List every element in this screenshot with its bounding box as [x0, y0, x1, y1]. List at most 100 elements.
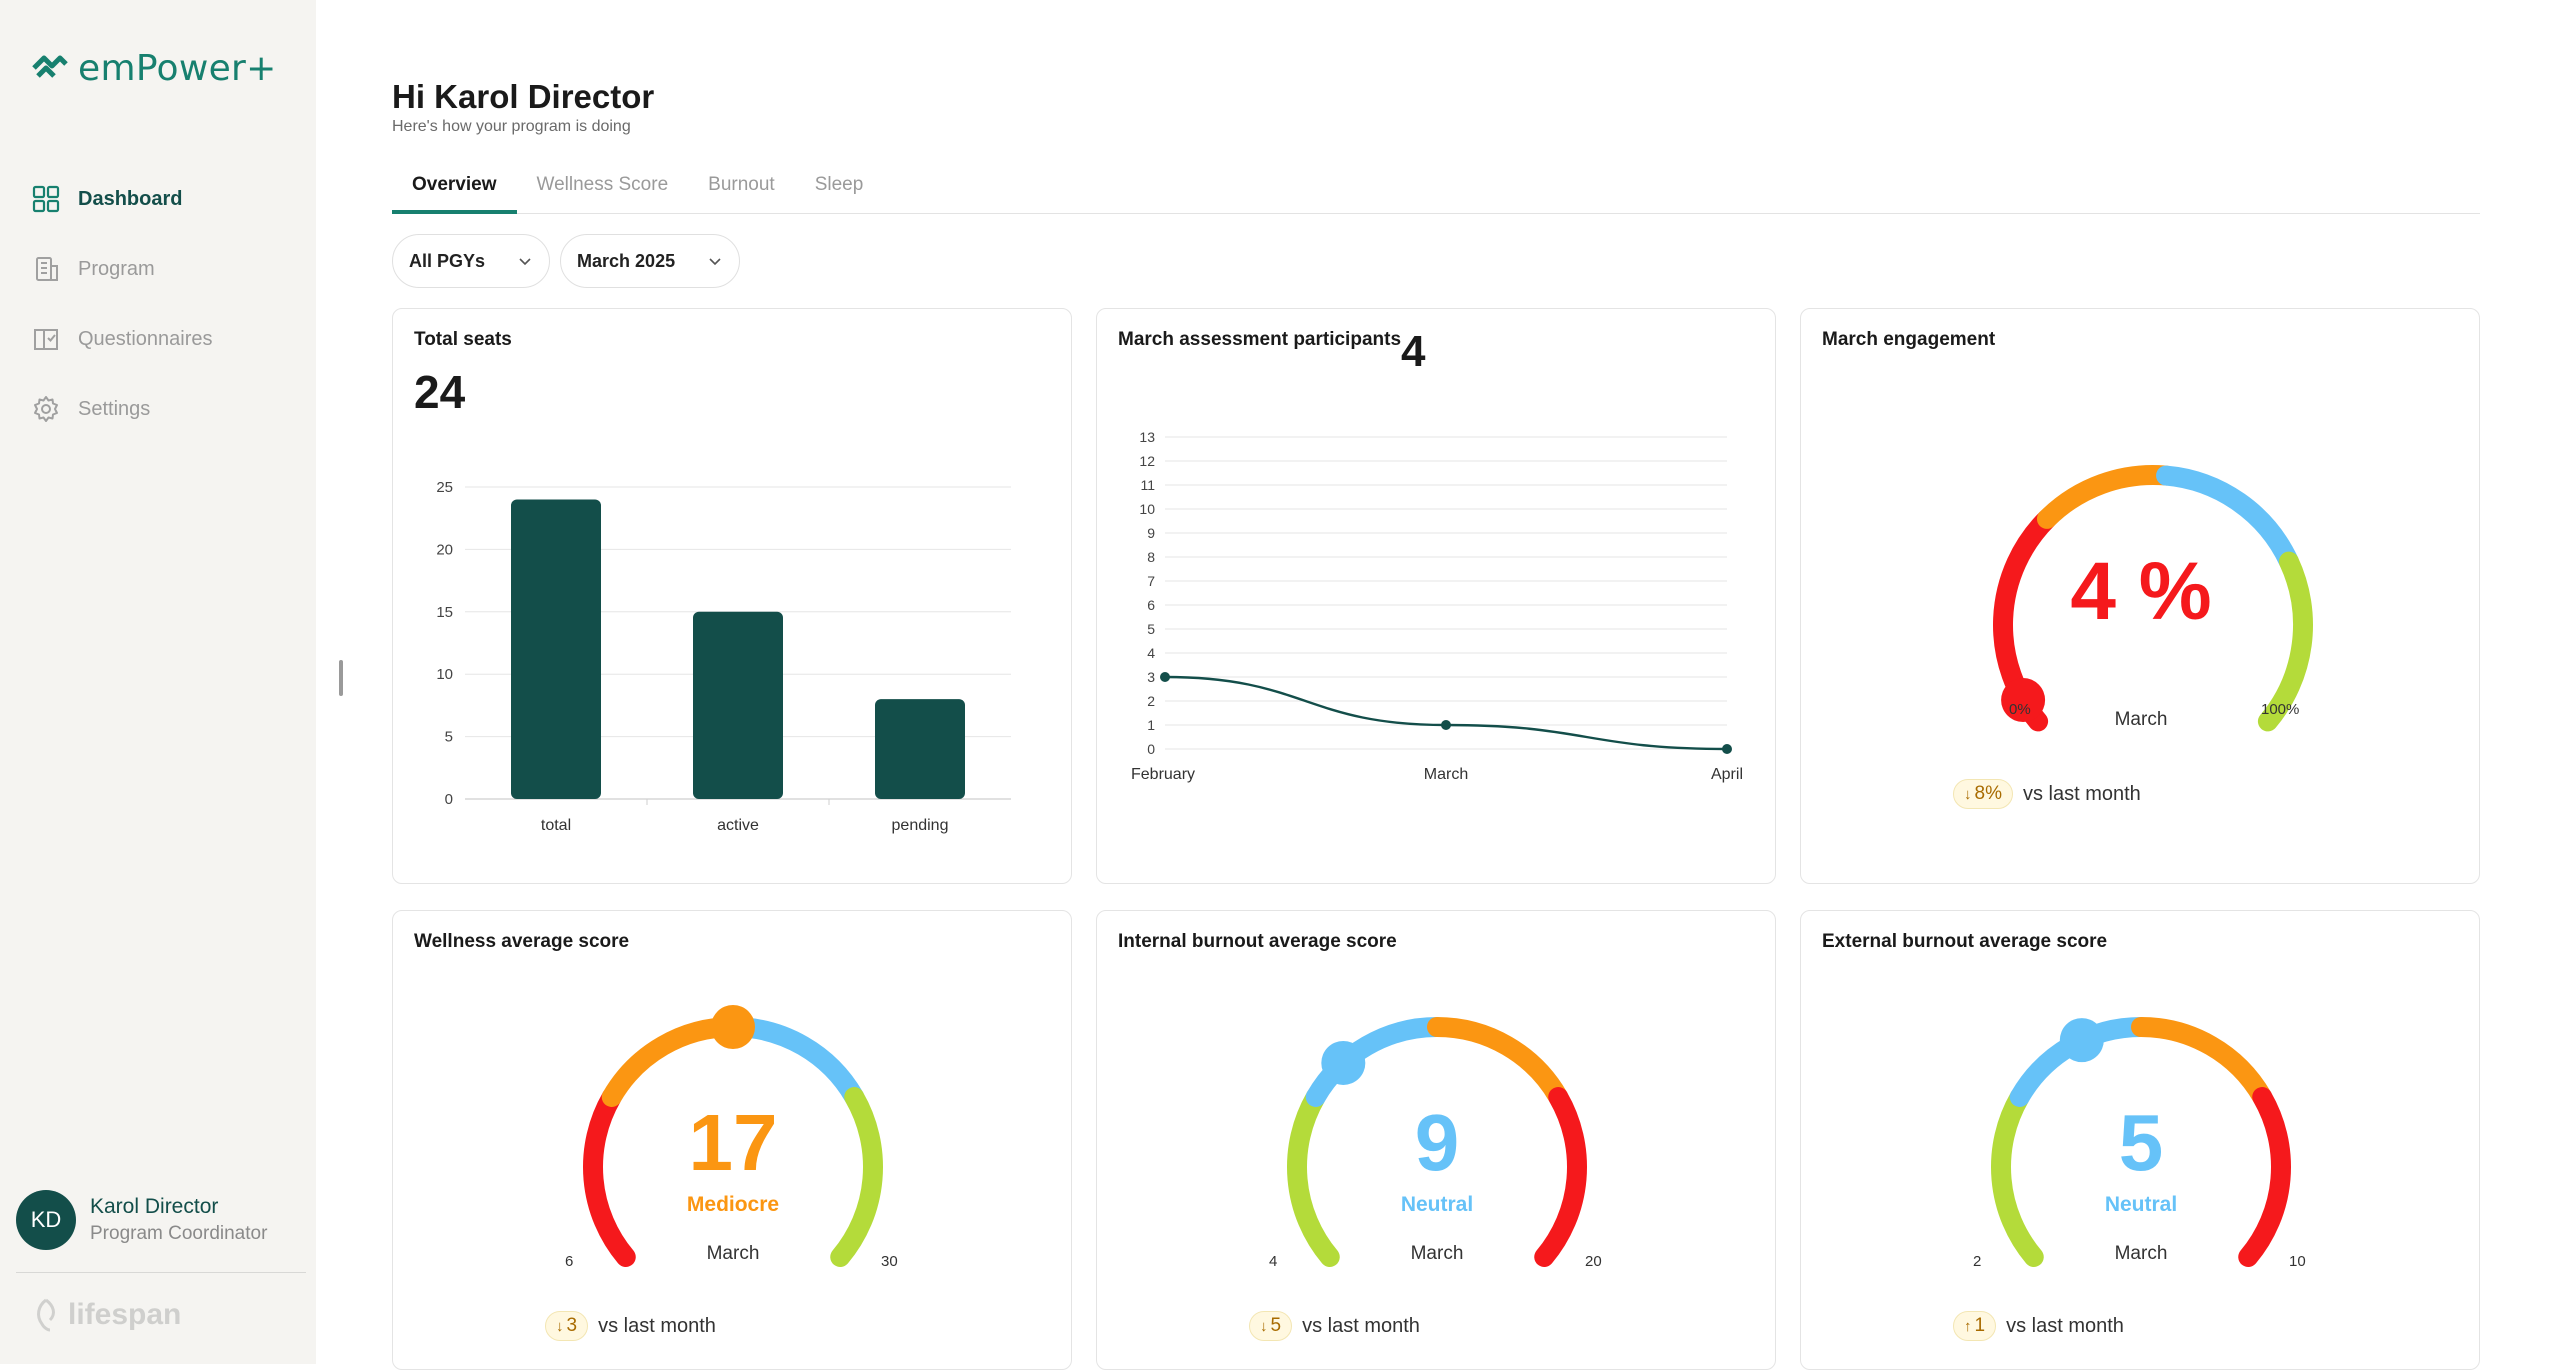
x-tick-label: February — [1131, 766, 1195, 783]
y-tick-label: 11 — [1140, 477, 1155, 493]
y-tick-label: 4 — [1147, 645, 1155, 661]
month-select-value: March 2025 — [577, 250, 676, 271]
wellness-gauge — [583, 1005, 883, 1267]
x-tick-label: total — [541, 817, 571, 834]
delta-badge: ↑ 1 — [1953, 1311, 1997, 1341]
tab-bar: Overview Wellness Score Burnout Sleep — [392, 168, 2480, 214]
card-title: Wellness average score — [414, 931, 630, 952]
sidebar-nav: Dashboard Program Questionnaires — [32, 164, 213, 444]
internal-burnout-status: Neutral — [1400, 1193, 1474, 1216]
sidebar-item-label: Program — [78, 257, 155, 280]
external-burnout-gauge — [1991, 1017, 2291, 1267]
y-tick-label: 0 — [1147, 741, 1155, 757]
card-title: March assessment participants — [1118, 329, 1402, 350]
sidebar-item-dashboard[interactable]: Dashboard — [32, 164, 213, 234]
footer-brand-text: lifespan — [68, 1298, 182, 1331]
month-select[interactable]: March 2025 — [560, 234, 741, 288]
user-role: Program Coordinator — [90, 1223, 268, 1244]
arrow-down-icon: ↓ — [1260, 1317, 1268, 1335]
data-point-april — [1722, 744, 1732, 754]
arrow-down-icon: ↓ — [1964, 785, 1972, 803]
external-burnout-max-label: 10 — [2289, 1253, 2306, 1270]
sidebar-item-program[interactable]: Program — [32, 234, 213, 304]
gauge-marker — [1321, 1040, 1366, 1085]
logo-text: emPower+ — [78, 48, 277, 89]
delta-badge: ↓ 5 — [1249, 1311, 1293, 1341]
gauge-segment — [1305, 1017, 1447, 1107]
internal-burnout-delta: ↓ 5 vs last month — [1249, 1311, 1420, 1341]
delta-value: 3 — [566, 1315, 578, 1336]
arrow-down-icon: ↓ — [556, 1317, 564, 1335]
internal-burnout-value: 9 — [1414, 1098, 1460, 1187]
delta-suffix: vs last month — [2022, 782, 2141, 805]
gauge-marker — [2001, 678, 2046, 722]
chevron-down-icon — [519, 258, 531, 266]
avatar: KD — [16, 1190, 76, 1250]
delta-suffix: vs last month — [2006, 1314, 2124, 1337]
external-burnout-month-label: March — [2114, 1243, 2168, 1264]
gear-icon — [34, 396, 58, 422]
participants-series-line — [1164, 675, 1728, 751]
delta-value: 1 — [1974, 1315, 1986, 1336]
building-icon — [36, 257, 58, 281]
y-tick-label: 1 — [1147, 717, 1155, 733]
chevron-down-icon — [709, 258, 721, 266]
engagement-max-label: 100% — [2261, 701, 2300, 718]
app-logo[interactable]: emPower+ — [32, 48, 277, 89]
sidebar: emPower+ Dashboard Program — [0, 0, 316, 1364]
tab-overview[interactable]: Overview — [392, 168, 517, 214]
data-point-february — [1160, 672, 1170, 682]
internal-burnout-max-label: 20 — [1585, 1253, 1602, 1270]
participants-value: 4 — [1401, 327, 1426, 376]
book-icon — [34, 329, 58, 350]
y-tick-label: 13 — [1139, 429, 1155, 445]
total-seats-bar-chart: 0 5 10 15 20 25 total active pending — [436, 479, 1011, 834]
tab-sleep[interactable]: Sleep — [814, 174, 864, 195]
delta-badge: ↓ 3 — [545, 1311, 589, 1341]
internal-burnout-min-label: 4 — [1269, 1253, 1278, 1270]
user-profile[interactable]: KD Karol Director Program Coordinator — [16, 1190, 267, 1250]
tab-wellness-score[interactable]: Wellness Score — [536, 174, 669, 195]
engagement-delta: ↓ 8% vs last month — [1953, 779, 2141, 809]
y-tick-label: 10 — [1139, 501, 1155, 517]
card-title: External burnout average score — [1822, 931, 2108, 952]
internal-burnout-month-label: March — [1410, 1243, 1464, 1264]
sidebar-resize-handle[interactable] — [339, 660, 343, 696]
gauge-segment — [2036, 465, 2177, 529]
card-title: March engagement — [1822, 329, 1996, 350]
delta-suffix: vs last month — [598, 1314, 716, 1337]
data-point-march — [1441, 720, 1451, 730]
pgy-select-value: All PGYs — [409, 250, 486, 271]
sidebar-item-questionnaires[interactable]: Questionnaires — [32, 304, 213, 374]
card-title: Total seats — [414, 329, 512, 350]
page-subtitle: Here's how your program is doing — [392, 118, 631, 135]
engagement-min-label: 0% — [2009, 701, 2031, 718]
external-burnout-value: 5 — [2118, 1098, 2164, 1187]
wellness-delta: ↓ 3 vs last month — [545, 1311, 716, 1341]
y-tick-label: 2 — [1147, 693, 1155, 709]
y-tick-label: 5 — [1147, 621, 1155, 637]
gauge-segment — [2238, 1087, 2291, 1267]
wellness-min-label: 6 — [565, 1253, 574, 1270]
engagement-month-label: March — [2114, 709, 2168, 730]
gauge-segment — [2257, 551, 2313, 732]
delta-value: 8% — [1974, 783, 2002, 804]
y-tick-label: 3 — [1147, 669, 1155, 685]
footer-brand: lifespan — [32, 1298, 181, 1332]
gauge-segment — [583, 1087, 636, 1267]
delta-badge: ↓ 8% — [1953, 779, 2013, 809]
sidebar-item-label: Questionnaires — [78, 327, 213, 350]
sidebar-item-settings[interactable]: Settings — [32, 374, 213, 444]
tab-burnout[interactable]: Burnout — [708, 174, 775, 195]
wellness-max-label: 30 — [881, 1253, 898, 1270]
pgy-select[interactable]: All PGYs — [392, 234, 551, 288]
gauge-segment — [830, 1087, 883, 1267]
total-seats-card: Total seats 24 0 5 10 15 20 25 total active pend… — [392, 308, 1072, 884]
engagement-value: 4 % — [2070, 546, 2212, 637]
grid-icon — [32, 185, 60, 213]
y-tick-label: 5 — [445, 729, 453, 746]
gauge-segment — [1534, 1087, 1587, 1267]
y-tick-label: 8 — [1147, 549, 1155, 565]
logo-mark-icon — [32, 55, 68, 78]
